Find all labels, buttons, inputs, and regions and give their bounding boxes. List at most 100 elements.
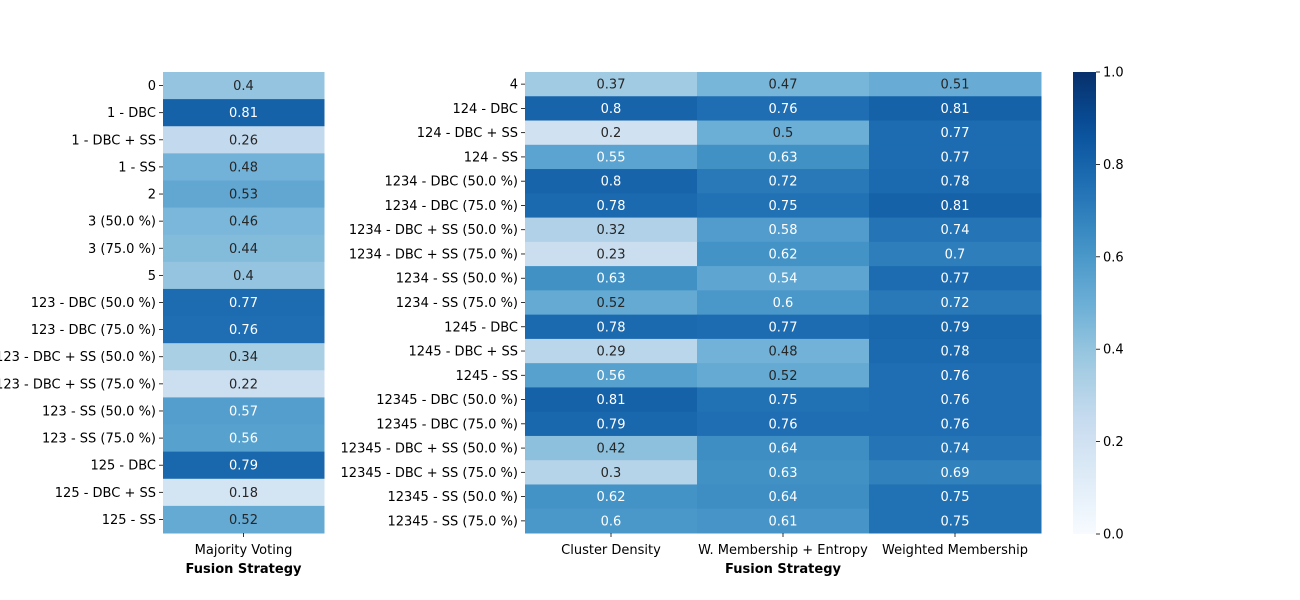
heatmap-cell: [697, 411, 870, 437]
heatmap-cell: [869, 120, 1042, 146]
colorbar-tick-label: 0.0: [1103, 528, 1124, 543]
y-tick-label: 1234 - DBC + SS (50.0 %): [349, 223, 518, 238]
y-tick-label: 1245 - SS: [455, 369, 518, 384]
x-tick-label: W. Membership + Entropy: [698, 543, 868, 558]
cell-value-label: 0.26: [229, 133, 258, 148]
y-tick-label: 12345 - DBC + SS (50.0 %): [341, 442, 518, 457]
colorbar-gradient: [1073, 72, 1096, 534]
y-tick-label: 5: [148, 269, 156, 284]
cell-value-label: 0.44: [229, 242, 258, 257]
heatmap-cell: [697, 217, 870, 243]
y-tick-label: 12345 - DBC (75.0 %): [376, 417, 518, 432]
cell-value-label: 0.29: [597, 345, 626, 360]
heatmap-cell: [525, 96, 698, 122]
y-tick-label: 1234 - SS (50.0 %): [396, 272, 518, 287]
cell-value-label: 0.81: [229, 106, 258, 121]
heatmap-cell: [697, 241, 870, 267]
cell-value-label: 0.63: [597, 272, 626, 287]
x-tick-label: Weighted Membership: [882, 543, 1028, 558]
cell-value-label: 0.5: [773, 126, 794, 141]
heatmap-cell: [525, 169, 698, 194]
heatmap-cell: [697, 96, 870, 122]
heatmap-cell: [697, 72, 870, 97]
y-tick-label: 12345 - SS (50.0 %): [387, 490, 518, 505]
cell-value-label: 0.58: [769, 223, 798, 238]
cell-value-label: 0.37: [597, 78, 626, 93]
cell-value-label: 0.75: [941, 514, 970, 529]
colorbar-tick-label: 0.4: [1103, 343, 1124, 358]
heatmap-cell: [163, 316, 325, 344]
heatmap-cell: [163, 288, 325, 317]
cell-value-label: 0.47: [769, 78, 798, 93]
heatmap-cell: [869, 411, 1042, 437]
heatmap-cell: [163, 261, 325, 290]
cell-value-label: 0.77: [229, 296, 258, 311]
colorbar: 0.0 0.2 0.4 0.6 0.8 1.0: [1073, 66, 1124, 543]
y-tick-label: 1245 - DBC + SS: [409, 345, 518, 360]
heatmap-cell: [163, 180, 325, 209]
y-tick-label: 4: [510, 78, 518, 93]
y-tick-label: 12345 - SS (75.0 %): [387, 514, 518, 529]
cell-value-label: 0.77: [941, 272, 970, 287]
cell-value-label: 0.48: [229, 160, 258, 175]
heatmap-cell: [525, 217, 698, 243]
heatmap-cell: [697, 169, 870, 194]
colorbar-tick-label: 1.0: [1103, 66, 1124, 81]
heatmap-cell: [163, 478, 325, 507]
cell-value-label: 0.52: [597, 296, 626, 311]
x-tick-label: Cluster Density: [561, 543, 661, 558]
cell-value-label: 0.74: [941, 442, 970, 457]
heatmap-majority-voting: 0.4 0.81 0.26 0.48 0.53 0.46 0.44 0.4 0.77 0.76 0.…: [0, 72, 325, 577]
cell-value-label: 0.52: [769, 369, 798, 384]
cell-value-label: 0.76: [941, 369, 970, 384]
cell-value-label: 0.8: [601, 102, 622, 117]
cell-value-label: 0.63: [769, 466, 798, 481]
heatmap-cell: [525, 266, 698, 291]
cell-value-label: 0.78: [597, 199, 626, 214]
heatmap-cell: [869, 266, 1042, 291]
heatmap-cell: [869, 169, 1042, 194]
cell-value-label: 0.42: [597, 442, 626, 457]
cell-value-label: 0.72: [769, 175, 798, 190]
cell-value-label: 0.79: [597, 417, 626, 432]
cell-value-label: 0.78: [941, 175, 970, 190]
heatmap-cell: [869, 460, 1042, 485]
heatmap-cell: [869, 387, 1042, 413]
y-tick-label: 3 (75.0 %): [88, 242, 156, 257]
cell-value-label: 0.32: [597, 223, 626, 238]
heatmap-cell: [697, 266, 870, 291]
cell-value-label: 0.76: [769, 417, 798, 432]
cell-value-label: 0.51: [941, 78, 970, 93]
cell-value-label: 0.3: [601, 466, 622, 481]
heatmap-cell: [525, 241, 698, 267]
y-tick-label: 2: [148, 188, 156, 203]
heatmap-cell: [697, 120, 870, 146]
cell-value-label: 0.8: [601, 175, 622, 190]
y-tick-label: 125 - DBC: [90, 459, 156, 474]
colorbar-tick-label: 0.8: [1103, 158, 1124, 173]
heatmap-cell: [163, 424, 325, 453]
cell-value-label: 0.56: [597, 369, 626, 384]
cell-value-label: 0.72: [941, 296, 970, 311]
heatmap-cell: [697, 435, 870, 461]
cell-value-label: 0.52: [229, 513, 258, 528]
heatmap-cell: [697, 363, 870, 388]
y-tick-label: 123 - SS (75.0 %): [42, 432, 156, 447]
heatmap-cell: [525, 120, 698, 146]
heatmap-cell: [525, 387, 698, 413]
heatmap-fusion-strategies: 0.37 0.47 0.51 0.8 0.76 0.81 0.2 0.5 0.77 0.55 0.6…: [341, 72, 1042, 577]
heatmap-cell: [869, 241, 1042, 267]
cell-value-label: 0.76: [769, 102, 798, 117]
heatmap-cell: [869, 144, 1042, 170]
heatmap-cell: [697, 460, 870, 485]
y-tick-label: 1 - SS: [118, 160, 156, 175]
y-tick-label: 1 - DBC: [107, 106, 156, 121]
cell-value-label: 0.75: [769, 199, 798, 214]
y-tick-label: 0: [148, 79, 156, 94]
heatmap-cell: [163, 505, 325, 534]
heatmap-cell: [525, 363, 698, 388]
y-tick-label: 1234 - DBC + SS (75.0 %): [349, 247, 518, 262]
heatmap-cell: [869, 435, 1042, 461]
y-tick-label: 125 - DBC + SS: [55, 486, 156, 501]
